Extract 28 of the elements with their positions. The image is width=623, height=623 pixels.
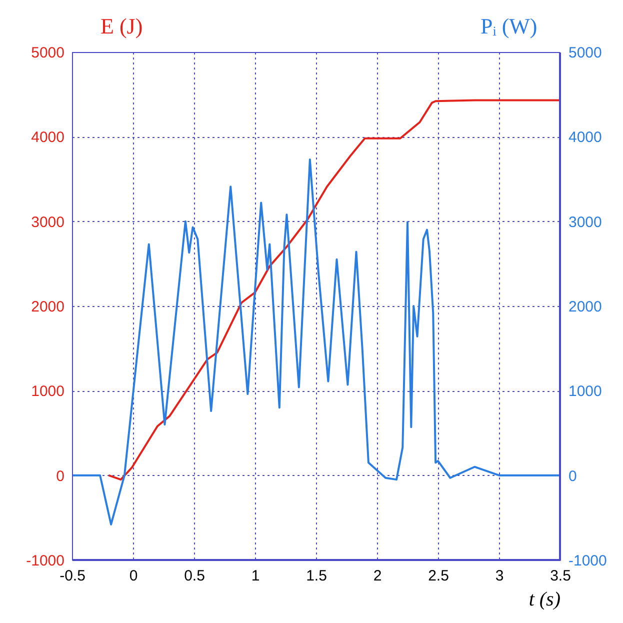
x-tick-label: 2 [373, 568, 382, 584]
y2-axis-title: Pᵢ (W) [480, 14, 538, 38]
y-tick-label: 3000 [31, 214, 64, 231]
line-series [108, 99, 561, 481]
line-series [71, 158, 561, 526]
y-tick-label: 5000 [31, 44, 64, 62]
y2-tick-label: 3000 [568, 214, 602, 231]
y2-tick-label: 0 [568, 468, 577, 485]
x-axis-title: t (s) [528, 588, 561, 610]
x-tick-label: 0 [129, 568, 138, 584]
x-tick-label: 3.5 [550, 568, 571, 584]
x-tick-label: 1.5 [306, 568, 327, 584]
x-tick-label: 0.5 [184, 568, 205, 584]
y2-tick-label: 1000 [568, 383, 602, 400]
y-tick-label: 2000 [31, 298, 64, 316]
x-tick-label: 3 [495, 568, 504, 584]
y2-tick-label: 2000 [568, 298, 602, 316]
y2-tick-label: -1000 [568, 552, 607, 570]
y2-tick-label: 5000 [568, 44, 602, 62]
y-tick-label: -1000 [26, 552, 64, 570]
y-axis-title: E (J) [100, 14, 143, 38]
x-tick-label: 2.5 [428, 568, 449, 584]
y-tick-label: 0 [56, 468, 64, 485]
x-tick-label: -0.5 [60, 568, 86, 584]
y-tick-label: 4000 [31, 129, 64, 146]
y-tick-label: 1000 [31, 383, 64, 400]
x-tick-label: 1 [251, 568, 260, 584]
y2-tick-label: 4000 [568, 129, 602, 146]
